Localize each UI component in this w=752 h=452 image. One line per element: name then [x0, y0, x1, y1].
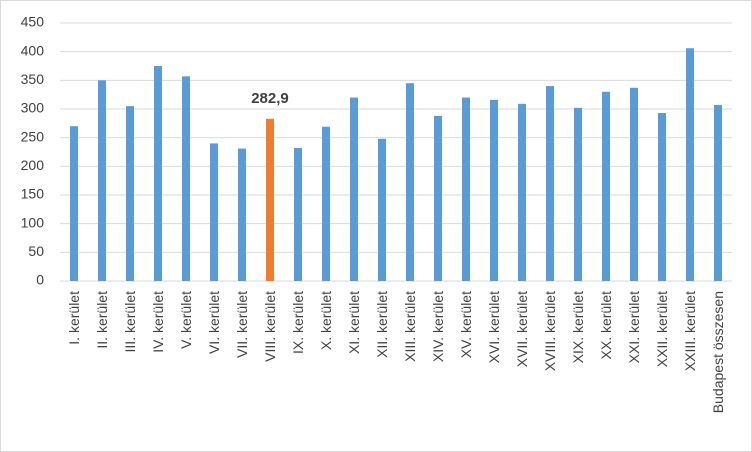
x-tick-label: XIV. kerület — [430, 291, 446, 362]
bar — [518, 103, 526, 281]
y-tick-label: 150 — [21, 186, 45, 202]
x-tick-label: XI. kerület — [346, 291, 362, 354]
bar — [686, 48, 694, 281]
y-tick-label: 50 — [28, 243, 44, 259]
bar — [350, 97, 358, 282]
x-tick-label: XX. kerület — [598, 291, 614, 360]
bar — [126, 106, 134, 281]
y-tick-label: 450 — [21, 14, 45, 30]
x-tick-label: VIII. kerület — [262, 291, 278, 362]
x-tick-label: I. kerület — [66, 291, 82, 345]
y-tick-label: 200 — [21, 157, 45, 173]
bar — [210, 143, 218, 281]
x-tick-label: XXII. kerület — [654, 291, 670, 367]
bar — [154, 66, 162, 281]
x-tick-label: IX. kerület — [290, 291, 306, 354]
bar — [630, 87, 638, 281]
x-tick-label: XVII. kerület — [514, 291, 530, 367]
x-tick-label: X. kerület — [318, 291, 334, 350]
bar — [378, 138, 386, 281]
bar — [658, 113, 666, 281]
bar — [546, 86, 554, 281]
bar — [574, 107, 582, 281]
bar — [70, 126, 78, 281]
x-tick-label: V. kerület — [178, 291, 194, 349]
bar — [182, 76, 190, 281]
y-tick-label: 250 — [21, 128, 45, 144]
bar — [294, 147, 302, 281]
x-tick-label: XXIII. kerület — [682, 291, 698, 371]
bar — [714, 104, 722, 281]
x-tick-label: Budapest összesen — [710, 291, 726, 413]
x-tick-label: IV. kerület — [150, 291, 166, 353]
bar — [98, 80, 106, 281]
y-tick-label: 350 — [21, 71, 45, 87]
bar — [266, 118, 274, 281]
x-tick-label: II. kerület — [94, 291, 110, 349]
bar — [434, 115, 442, 281]
y-tick-label: 0 — [36, 272, 44, 288]
bar — [490, 99, 498, 282]
x-tick-label: XIII. kerület — [402, 291, 418, 362]
x-tick-label: III. kerület — [122, 291, 138, 353]
bar — [462, 97, 470, 282]
bar — [602, 91, 610, 281]
y-tick-label: 300 — [21, 100, 45, 116]
x-tick-label: VI. kerület — [206, 291, 222, 354]
x-tick-label: XVIII. kerület — [542, 291, 558, 371]
y-tick-label: 100 — [21, 214, 45, 230]
x-tick-label: XII. kerület — [374, 291, 390, 358]
data-label: 282,9 — [251, 90, 289, 107]
bar — [322, 126, 330, 281]
bar — [406, 83, 414, 281]
x-tick-label: XXI. kerület — [626, 291, 642, 363]
x-tick-label: XVI. kerület — [486, 291, 502, 363]
x-tick-label: XIX. kerület — [570, 291, 586, 363]
x-tick-label: VII. kerület — [234, 291, 250, 358]
x-tick-label: XV. kerület — [458, 291, 474, 358]
y-tick-label: 400 — [21, 42, 45, 58]
bar — [238, 148, 246, 281]
